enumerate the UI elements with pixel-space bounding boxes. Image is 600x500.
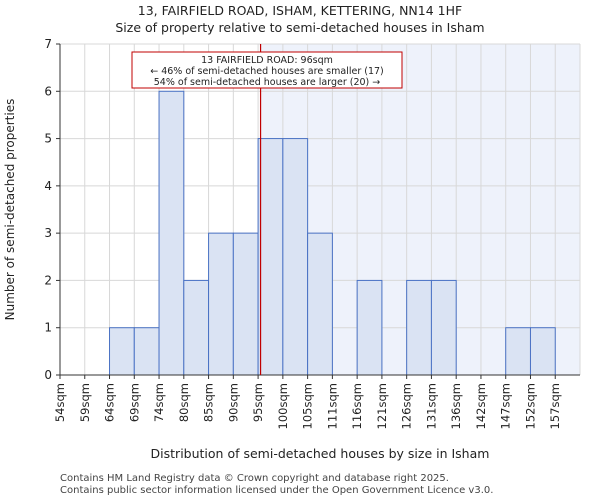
bar <box>356 279 383 376</box>
x-tick-label: 126sqm <box>400 383 414 429</box>
y-tick-label: 6 <box>44 84 52 98</box>
x-tick-label: 111sqm <box>325 383 339 429</box>
bar <box>505 327 531 376</box>
annotation-larger: 54% of semi-detached houses are larger (… <box>154 77 381 88</box>
x-tick-label: 64sqm <box>103 383 117 422</box>
bar <box>109 327 135 376</box>
y-tick-label: 2 <box>44 273 52 287</box>
y-axis-title: Number of semi-detached properties <box>3 99 17 321</box>
y-tick-label: 4 <box>44 179 52 193</box>
bar <box>208 232 234 376</box>
y-tick-label: 5 <box>44 132 52 146</box>
annotation-title: 13 FAIRFIELD ROAD: 96sqm <box>201 55 333 66</box>
annotation-smaller: ← 46% of semi-detached houses are smalle… <box>150 66 384 77</box>
bar <box>133 327 160 376</box>
footer-licence: Contains public sector information licen… <box>60 485 494 496</box>
x-tick-label: 152sqm <box>523 383 537 429</box>
y-tick-label: 7 <box>44 37 52 51</box>
chart-subtitle: Size of property relative to semi-detach… <box>115 20 485 35</box>
x-tick-label: 121sqm <box>375 383 389 429</box>
bar <box>158 90 185 376</box>
x-tick-label: 147sqm <box>499 383 513 429</box>
bar <box>430 279 457 376</box>
x-tick-label: 95sqm <box>251 383 265 422</box>
bar <box>282 138 309 376</box>
x-tick-label: 74sqm <box>152 383 166 422</box>
x-tick-label: 59sqm <box>78 383 92 422</box>
bar <box>406 279 432 376</box>
x-tick-label: 157sqm <box>548 383 562 429</box>
bar <box>529 327 556 376</box>
bar <box>232 232 259 376</box>
y-tick-label: 1 <box>44 321 52 335</box>
footer-copyright: Contains HM Land Registry data © Crown c… <box>60 473 449 484</box>
x-tick-label: 100sqm <box>276 383 290 429</box>
x-tick-label: 142sqm <box>474 383 488 429</box>
x-tick-label: 105sqm <box>301 383 315 429</box>
x-tick-label: 69sqm <box>127 383 141 422</box>
chart-title: 13, FAIRFIELD ROAD, ISHAM, KETTERING, NN… <box>137 3 463 18</box>
x-tick-label: 136sqm <box>449 383 463 429</box>
x-tick-label: 90sqm <box>226 383 240 422</box>
bar <box>307 232 333 376</box>
x-tick-label: 54sqm <box>53 383 67 422</box>
x-tick-label: 116sqm <box>350 383 364 429</box>
y-tick-label: 0 <box>44 368 52 382</box>
bar <box>183 279 210 376</box>
x-axis-title: Distribution of semi-detached houses by … <box>151 446 490 461</box>
annotation-box <box>131 51 403 89</box>
x-tick-label: 131sqm <box>424 383 438 429</box>
bar <box>257 138 284 376</box>
y-tick-label: 3 <box>44 226 52 240</box>
x-tick-label: 85sqm <box>202 383 216 422</box>
x-tick-label: 80sqm <box>177 383 191 422</box>
